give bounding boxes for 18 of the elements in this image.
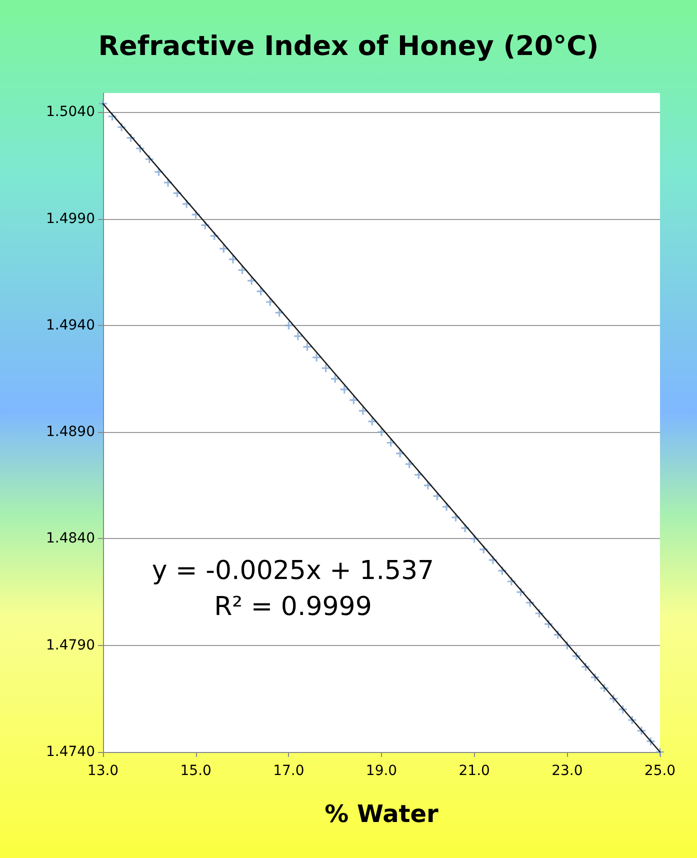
y-tick-label: 1.4890 xyxy=(46,424,95,440)
y-tick-label: 1.5040 xyxy=(46,104,95,120)
y-tick-label: 1.4840 xyxy=(46,530,95,547)
y-tick-label: 1.4940 xyxy=(46,317,95,334)
x-tick-label: 23.0 xyxy=(552,763,583,779)
x-tick-label: 13.0 xyxy=(87,763,119,779)
x-axis-title: % Water xyxy=(324,800,439,828)
x-tick-label: 15.0 xyxy=(180,763,212,779)
y-tick-label: 1.4790 xyxy=(46,637,95,654)
annotation: y = -0.0025x + 1.537 xyxy=(152,556,434,586)
y-tick-label: 1.4740 xyxy=(46,744,95,760)
chart-title: Refractive Index of Honey (20°C) xyxy=(98,31,599,62)
y-tick-label: 1.4990 xyxy=(46,210,95,227)
x-tick-label: 19.0 xyxy=(366,763,398,779)
x-tick-label: 25.0 xyxy=(644,763,676,779)
annotation: R² = 0.9999 xyxy=(214,592,372,622)
x-tick-label: 17.0 xyxy=(273,763,304,779)
x-tick-label: 21.0 xyxy=(458,763,490,779)
